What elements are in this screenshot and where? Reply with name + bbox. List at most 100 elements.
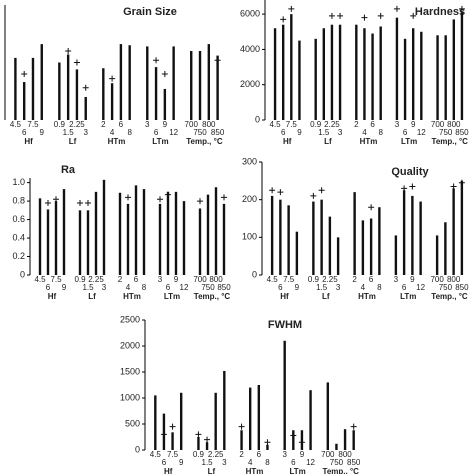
panel-title: Hardness <box>415 6 465 18</box>
bar <box>279 199 282 275</box>
x-tick-label: 9 <box>295 283 300 292</box>
marker <box>221 194 227 201</box>
bar <box>46 209 50 275</box>
x-tick-label: 850 <box>347 458 361 467</box>
bar <box>66 54 70 121</box>
bar <box>222 203 226 275</box>
marker <box>45 199 51 206</box>
bar <box>436 35 439 121</box>
bar <box>128 45 131 120</box>
x-tick-label: 800 <box>209 275 223 284</box>
x-tick-label: 6 <box>403 128 408 137</box>
x-tick-label: 9 <box>411 120 416 129</box>
bar <box>283 340 286 450</box>
x-tick-label: 12 <box>416 283 425 292</box>
x-tick-label: 6 <box>369 275 374 284</box>
y-tick-label: 0 <box>20 269 25 279</box>
x-tick-label: 4.5 <box>270 120 282 129</box>
bar <box>314 38 317 120</box>
x-tick-label: 850 <box>217 283 231 292</box>
group-label: Hf <box>48 292 57 301</box>
y-tick-label: 0.6 <box>12 214 25 224</box>
group-label: HTm <box>360 137 378 146</box>
bar <box>287 205 290 275</box>
x-tick-label: 0.9 <box>308 275 320 284</box>
group-label: Hf <box>280 292 289 301</box>
x-tick-label: 0.9 <box>193 450 205 459</box>
group-label: Lf <box>324 137 332 146</box>
bar <box>444 35 447 121</box>
x-tick-label: 2.25 <box>324 120 340 129</box>
x-tick-label: 2 <box>352 275 357 284</box>
x-tick-label: 8 <box>127 128 132 137</box>
marker <box>310 192 317 199</box>
bar <box>31 57 35 120</box>
y-tick-label: 0.4 <box>12 232 25 242</box>
bar <box>102 68 105 120</box>
x-tick-label: 7.5 <box>167 450 179 459</box>
group-label: Lf <box>88 292 96 301</box>
x-tick-label: 6 <box>278 283 283 292</box>
bar <box>281 24 285 120</box>
group-label: Temp., °C <box>323 467 360 474</box>
bar <box>460 180 464 275</box>
bar <box>198 51 202 120</box>
x-tick-label: 750 <box>330 458 344 467</box>
bar <box>94 191 98 275</box>
marker <box>290 432 297 439</box>
x-tick-label: 3 <box>282 450 287 459</box>
marker <box>328 12 335 19</box>
bar <box>290 14 293 121</box>
marker <box>377 12 384 19</box>
marker <box>458 5 465 12</box>
x-tick-label: 4 <box>361 283 366 292</box>
x-tick-label: 1.5 <box>318 128 330 137</box>
marker <box>73 59 80 66</box>
x-tick-label: 700 <box>431 120 445 129</box>
bar <box>266 444 269 450</box>
marker <box>318 187 325 194</box>
bar <box>257 385 261 450</box>
bar <box>146 46 149 120</box>
x-tick-label: 3 <box>222 458 227 467</box>
x-tick-label: 0.9 <box>54 120 66 129</box>
marker <box>197 198 203 205</box>
x-tick-label: 9 <box>179 458 184 467</box>
bar <box>435 235 439 275</box>
marker <box>368 204 375 211</box>
bar <box>419 201 422 275</box>
bar <box>330 24 334 120</box>
x-tick-label: 3 <box>158 275 163 284</box>
group-label: Temp., °C <box>194 292 231 301</box>
panel-title: Ra <box>61 164 76 176</box>
bar <box>248 387 252 450</box>
marker <box>85 199 91 206</box>
y-tick-label: 0 <box>255 114 260 124</box>
bar <box>352 430 355 450</box>
x-tick-label: 12 <box>169 128 178 137</box>
x-tick-label: 9 <box>40 128 45 137</box>
x-tick-label: 9 <box>174 275 179 284</box>
bar <box>353 192 356 275</box>
marker <box>277 189 284 196</box>
x-tick-label: 2.25 <box>88 275 104 284</box>
x-tick-label: 6 <box>119 120 124 129</box>
marker <box>401 185 408 192</box>
x-tick-label: 800 <box>447 120 461 129</box>
bar <box>22 82 26 120</box>
bar <box>379 26 382 120</box>
x-tick-label: 8 <box>142 283 147 292</box>
bar <box>154 395 157 450</box>
x-tick-label: 800 <box>447 275 461 284</box>
bar <box>198 208 202 275</box>
bar <box>142 189 146 275</box>
x-tick-label: 800 <box>338 450 352 459</box>
x-tick-label: 850 <box>455 128 469 137</box>
x-tick-label: 2 <box>354 120 359 129</box>
y-tick-label: 200 <box>242 194 257 204</box>
x-tick-label: 6 <box>281 128 286 137</box>
marker <box>280 16 287 23</box>
x-tick-label: 6 <box>402 283 407 292</box>
marker <box>450 183 457 190</box>
bar <box>402 190 406 275</box>
